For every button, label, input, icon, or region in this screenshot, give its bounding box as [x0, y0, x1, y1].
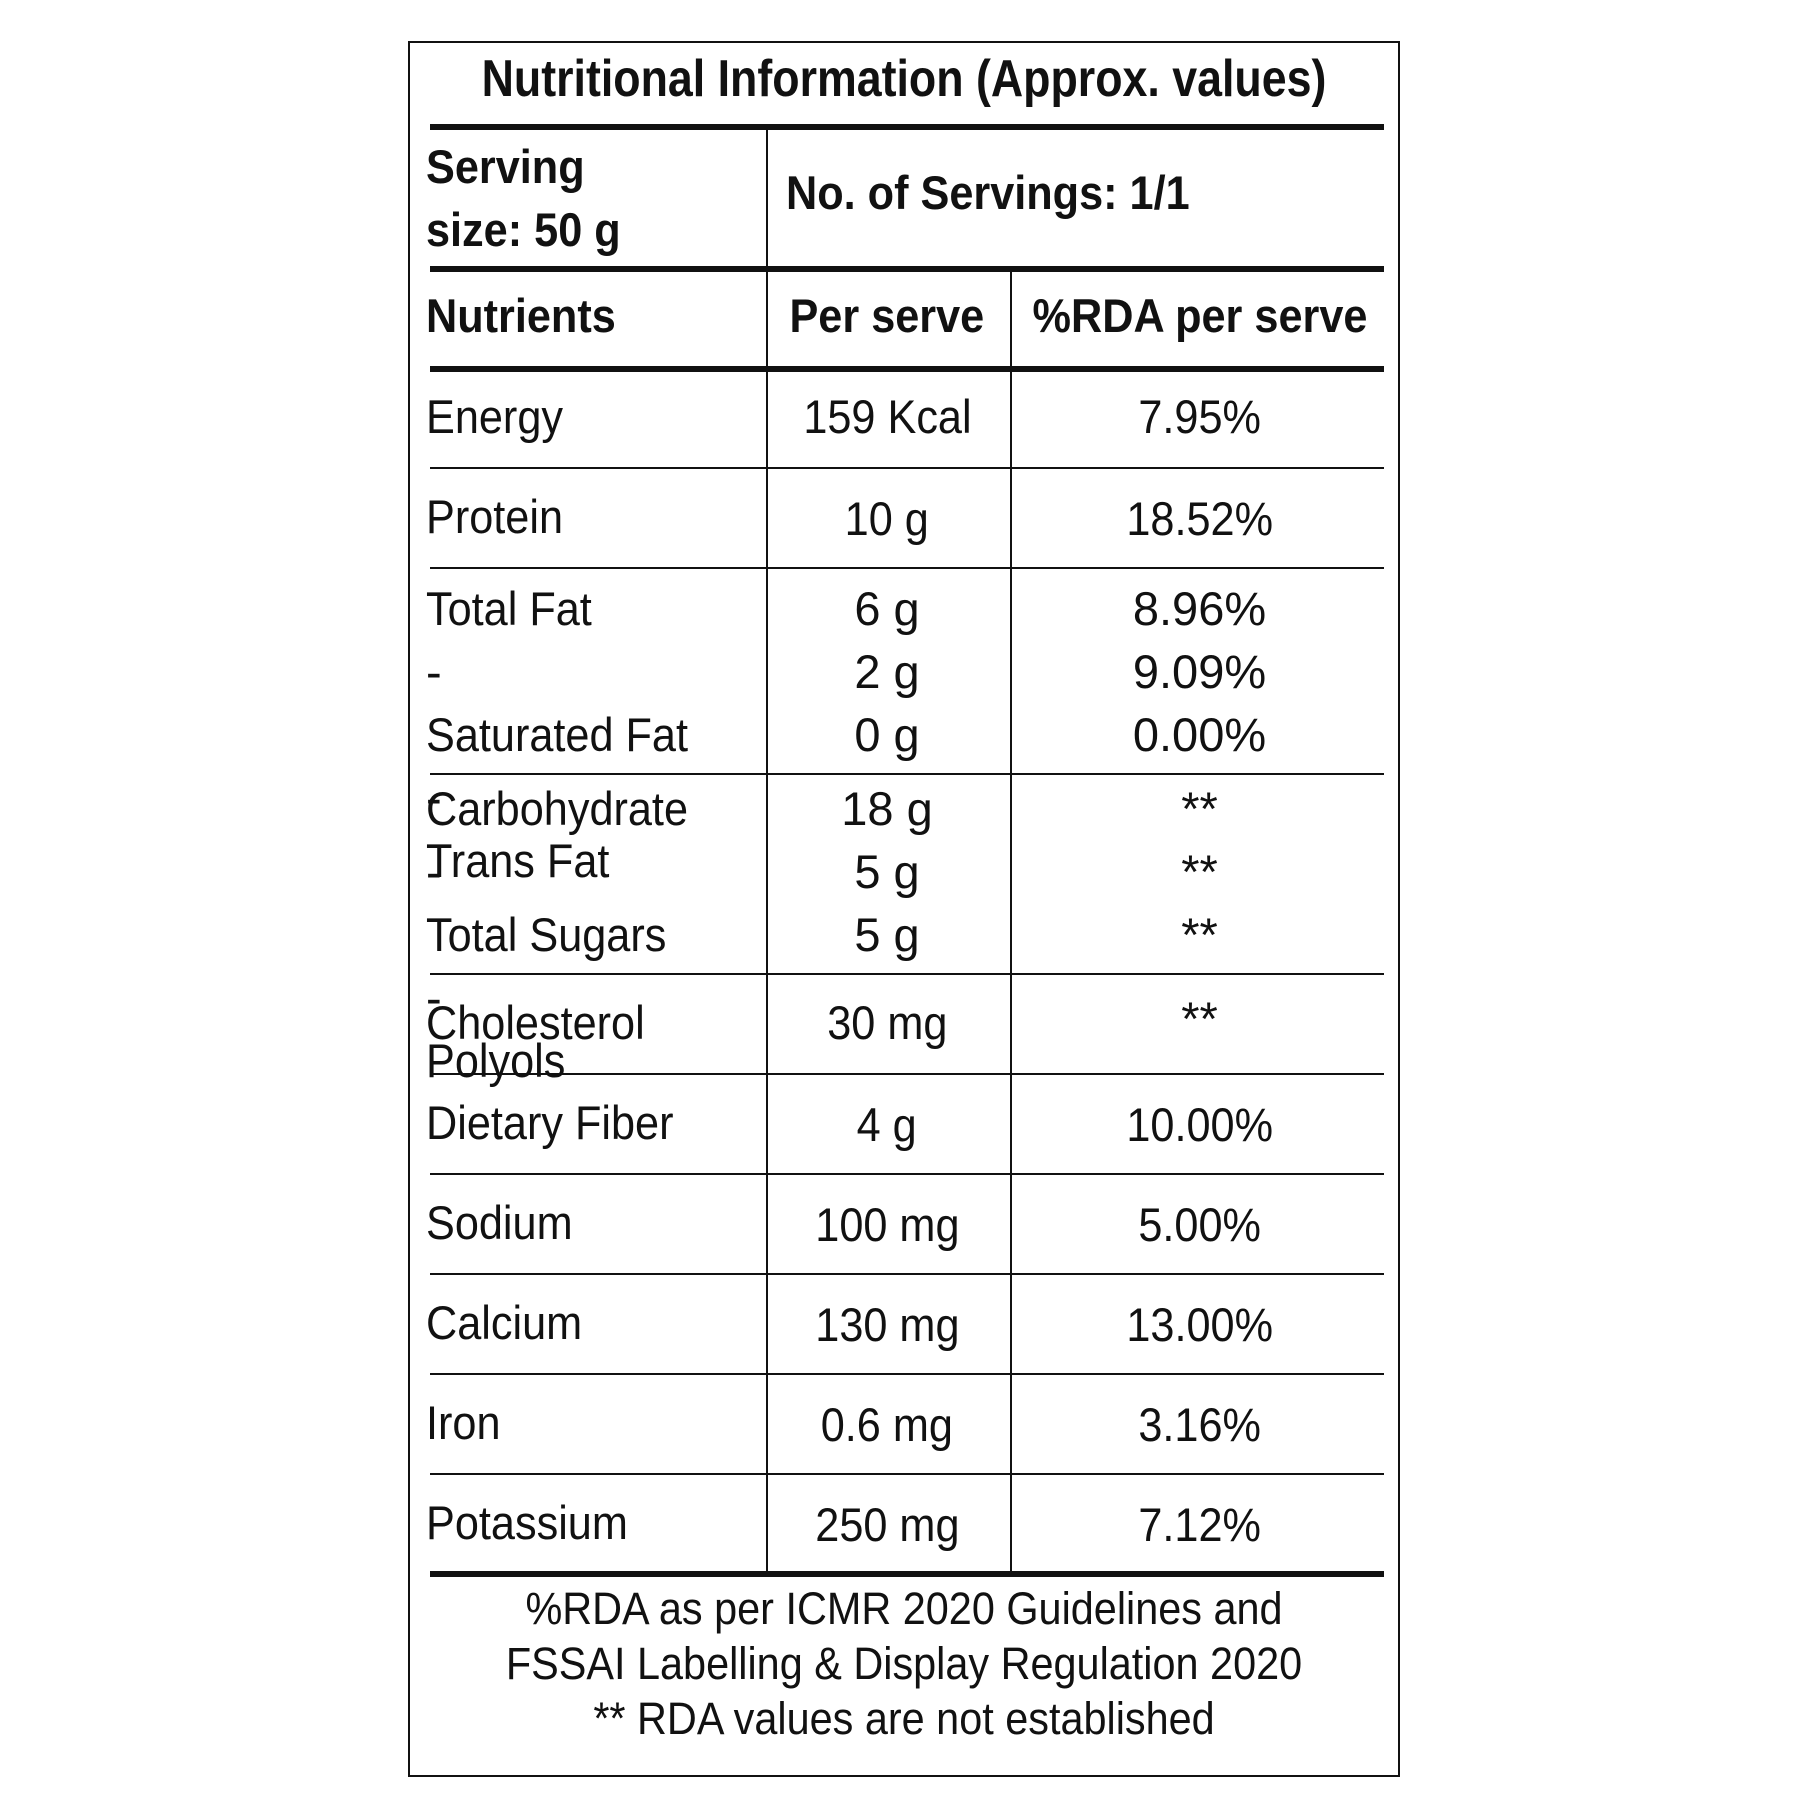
row-carb-names: Carbohydrate - Total Sugars - Polyols — [426, 777, 711, 1092]
row-fat-rda: 8.96% 9.09% 0.00% — [1132, 582, 1267, 761]
row-sodium-rda: 5.00% — [1138, 1198, 1261, 1251]
row-iron-rda: 3.16% — [1138, 1398, 1261, 1451]
row-protein-name: Protein — [426, 490, 564, 543]
rule-under-headers — [430, 366, 1384, 372]
row-sodium-name: Sodium — [426, 1196, 573, 1249]
row-fiber-rda: 10.00% — [1126, 1098, 1273, 1151]
row-calcium-rda: 13.00% — [1126, 1298, 1273, 1351]
list-item: - Polyols — [426, 971, 566, 1087]
list-item: - Trans Fat — [426, 771, 610, 887]
row-divider — [430, 1173, 1384, 1175]
row-energy-name: Energy — [426, 390, 564, 443]
footnote: %RDA as per ICMR 2020 Guidelines and FSS… — [505, 1583, 1303, 1744]
list-item: Carbohydrate — [426, 782, 688, 835]
row-cholesterol-value: 30 mg — [826, 996, 948, 1049]
rule-under-title — [430, 124, 1384, 130]
row-sodium-value: 100 mg — [814, 1198, 960, 1251]
list-item: - Saturated Fat — [426, 645, 688, 761]
row-protein-value: 10 g — [844, 492, 930, 545]
row-iron-name: Iron — [426, 1396, 501, 1449]
row-calcium-value: 130 mg — [814, 1298, 960, 1351]
row-energy-value: 159 Kcal — [802, 390, 972, 443]
row-divider — [430, 1373, 1384, 1375]
row-potassium-name: Potassium — [426, 1496, 628, 1549]
list-item: - Total Sugars — [426, 845, 667, 961]
row-cholesterol-name: Cholesterol — [426, 996, 645, 1049]
header-nutrients: Nutrients — [426, 289, 616, 342]
row-iron-value: 0.6 mg — [820, 1398, 954, 1451]
row-divider — [430, 467, 1384, 469]
row-potassium-value: 250 mg — [814, 1498, 960, 1551]
nutrition-panel: Nutritional Information (Approx. values)… — [408, 41, 1400, 1777]
header-rda: %RDA per serve — [1032, 289, 1367, 342]
row-carb-rda: ** ** ** — [1181, 782, 1218, 961]
rule-under-serving — [430, 266, 1384, 272]
serving-size: Serving size: 50 g — [426, 140, 621, 256]
row-cholesterol-rda: ** — [1181, 992, 1218, 1045]
row-divider — [430, 1073, 1384, 1075]
row-divider — [430, 1473, 1384, 1475]
row-divider — [430, 973, 1384, 975]
servings-count: No. of Servings: 1/1 — [786, 166, 1190, 219]
row-fat-values: 6 g 2 g 0 g — [854, 582, 920, 761]
column-divider-1 — [766, 128, 768, 1573]
header-per-serve: Per serve — [789, 289, 985, 342]
row-calcium-name: Calcium — [426, 1296, 583, 1349]
row-carb-values: 18 g 5 g 5 g — [841, 782, 933, 961]
list-item: Total Fat — [426, 582, 592, 635]
row-divider — [430, 567, 1384, 569]
row-fiber-name: Dietary Fiber — [426, 1096, 674, 1149]
column-divider-2 — [1010, 268, 1012, 1573]
row-protein-rda: 18.52% — [1126, 492, 1273, 545]
row-divider — [430, 1273, 1384, 1275]
row-fat-names: Total Fat - Saturated Fat - Trans Fat — [426, 577, 711, 892]
row-potassium-rda: 7.12% — [1138, 1498, 1261, 1551]
row-divider — [430, 773, 1384, 775]
row-energy-rda: 7.95% — [1138, 390, 1261, 443]
rule-above-footer — [430, 1571, 1384, 1577]
panel-title: Nutritional Information (Approx. values) — [481, 50, 1327, 108]
row-fiber-value: 4 g — [856, 1098, 918, 1151]
